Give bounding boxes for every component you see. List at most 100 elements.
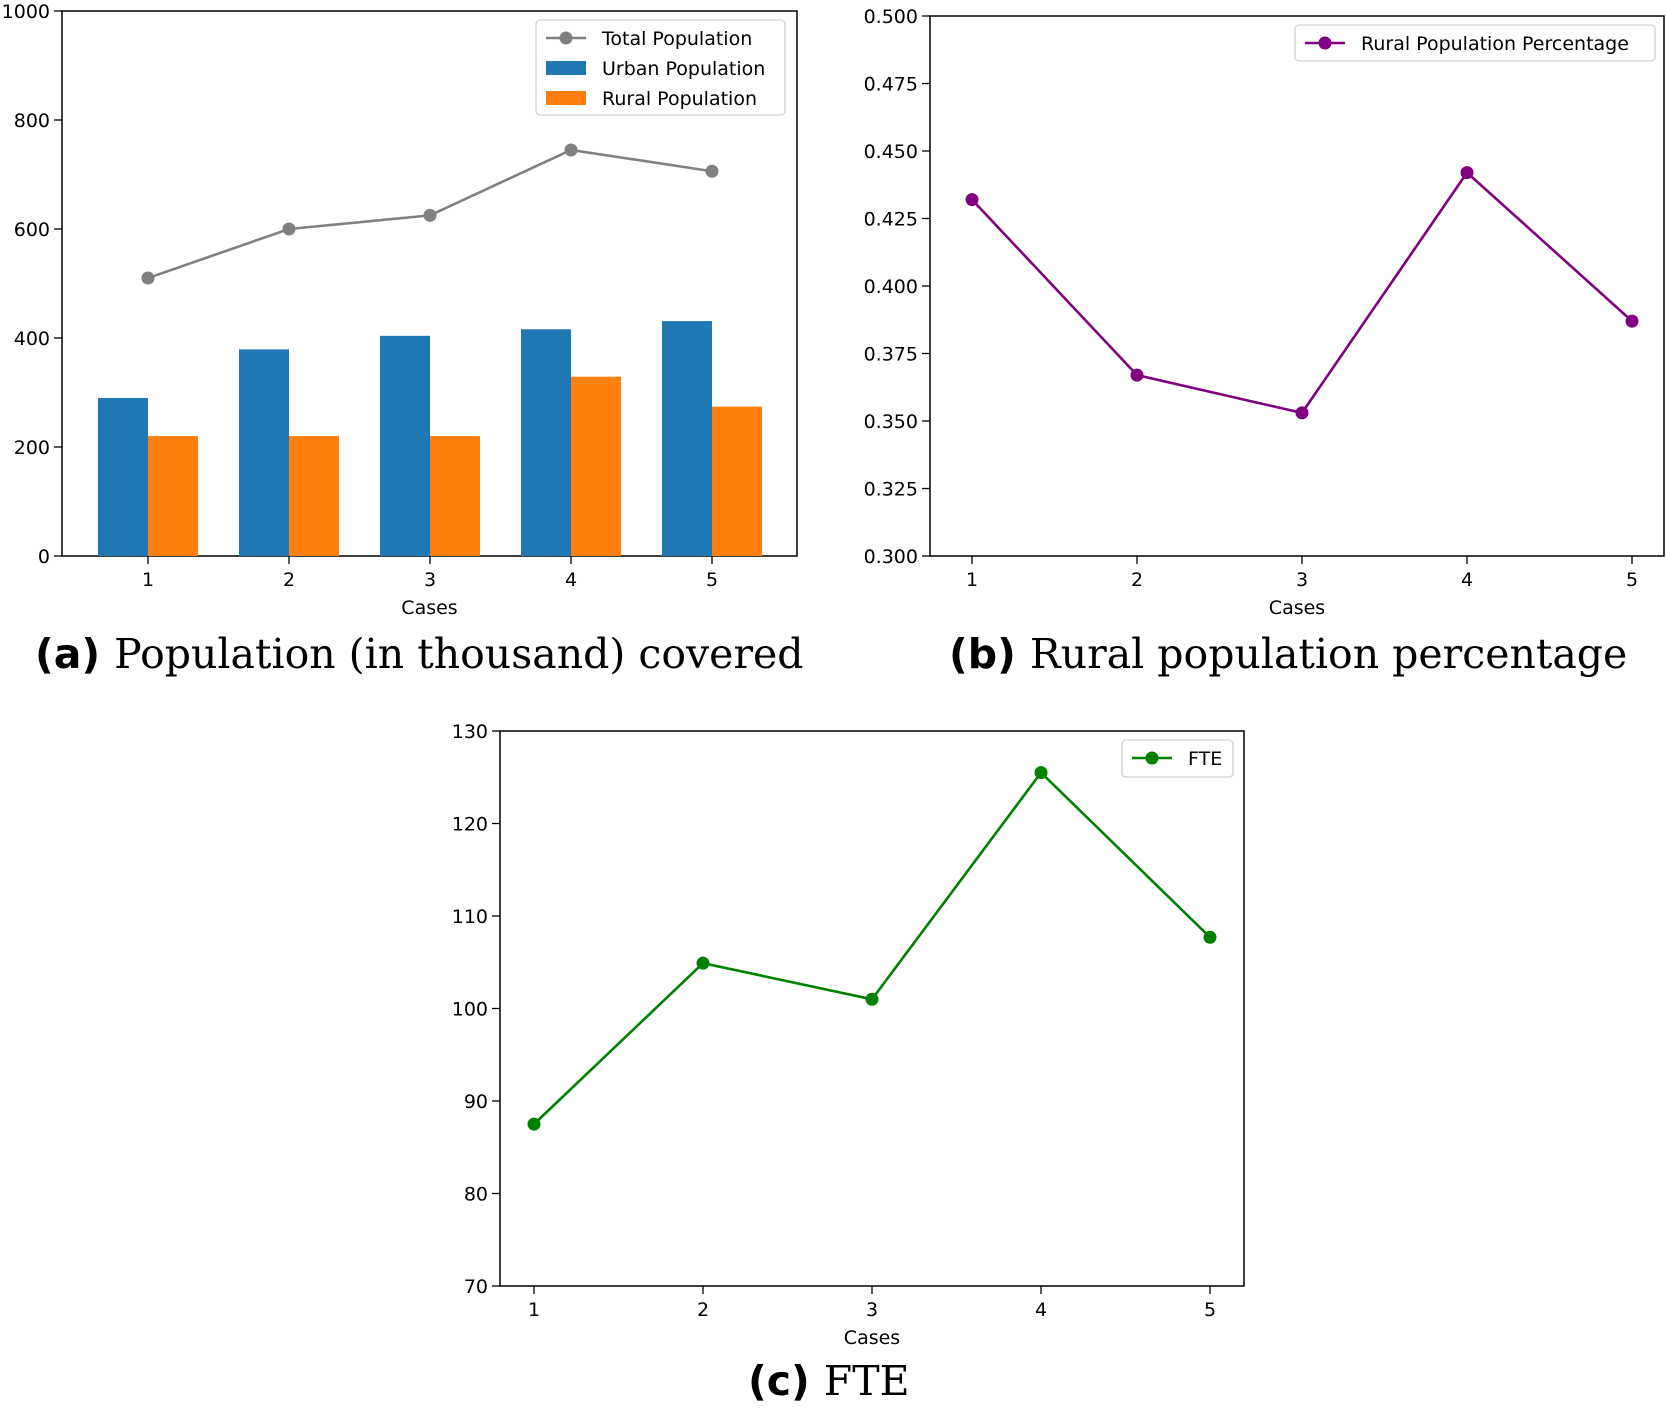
y-tick-label: 0.475 <box>864 74 918 96</box>
data-point <box>282 222 296 236</box>
y-tick-label: 600 <box>14 219 50 241</box>
data-point <box>527 1117 541 1131</box>
x-tick-label: 2 <box>697 1299 709 1321</box>
chart-1-legend: Total Population Urban Population Rural Po… <box>535 19 786 116</box>
y-tick-label: 110 <box>452 906 488 928</box>
data-point <box>705 164 719 178</box>
chart-2-marks <box>965 166 1639 420</box>
legend-label: Rural Population <box>602 88 757 110</box>
bar-rural-population <box>571 376 621 556</box>
x-tick-label: 5 <box>1204 1299 1216 1321</box>
y-tick-label: 0 <box>38 546 50 568</box>
legend-swatch <box>546 91 586 105</box>
x-tick-label: 1 <box>528 1299 540 1321</box>
caption-text: FTE <box>824 1357 910 1405</box>
x-tick-label: 1 <box>142 569 154 591</box>
y-tick-label: 130 <box>452 721 488 743</box>
legend-label: FTE <box>1188 748 1222 770</box>
y-tick-label: 0.300 <box>864 546 918 568</box>
x-tick-label: 4 <box>1461 569 1473 591</box>
legend-marker <box>1318 36 1332 50</box>
bar-urban-population <box>98 397 148 556</box>
caption: (c) FTE <box>748 1357 910 1405</box>
x-tick-label: 2 <box>1131 569 1143 591</box>
chart-3-axes: 70 80 90 100 110 120 130 1 2 3 4 5 Cases <box>452 721 1245 1349</box>
x-tick-label: 3 <box>1296 569 1308 591</box>
data-point <box>1625 314 1639 328</box>
caption: (b) Rural population percentage <box>949 630 1627 678</box>
data-point <box>1034 766 1048 780</box>
caption-tag: (b) <box>949 630 1016 678</box>
legend-label: Rural Population Percentage <box>1361 33 1629 55</box>
data-point <box>696 956 710 970</box>
series-line-rural-population-percentage <box>971 170 1633 415</box>
x-tick-label: 4 <box>1035 1299 1047 1321</box>
caption: (a) Population (in thousand) covered <box>35 630 804 678</box>
legend-marker <box>1145 751 1159 765</box>
chart-2-caption: (b) Rural population percentage <box>949 630 1627 678</box>
x-tick-label: 2 <box>283 569 295 591</box>
legend-marker <box>559 31 573 45</box>
bar-urban-population <box>239 349 289 556</box>
data-point <box>423 208 437 222</box>
y-tick-label: 200 <box>14 437 50 459</box>
x-tick-label: 4 <box>565 569 577 591</box>
caption-tag: (c) <box>748 1357 810 1405</box>
y-tick-label: 90 <box>464 1091 488 1113</box>
y-tick-label: 80 <box>464 1184 488 1206</box>
data-point <box>1295 406 1309 420</box>
y-tick-label: 0.400 <box>864 276 918 298</box>
x-tick-label: 3 <box>866 1299 878 1321</box>
bar-rural-population <box>148 436 198 556</box>
data-point <box>1460 166 1474 180</box>
y-tick-label: 70 <box>464 1276 488 1298</box>
caption-text: Population (in thousand) covered <box>114 630 803 678</box>
y-tick-label: 0.325 <box>864 479 918 501</box>
y-tick-label: 120 <box>452 814 488 836</box>
y-tick-label: 800 <box>14 110 50 132</box>
data-point <box>1203 930 1217 944</box>
chart-3-caption: (c) FTE <box>748 1357 910 1405</box>
chart-3-marks <box>527 766 1217 1131</box>
bar-urban-population <box>380 335 430 556</box>
y-tick-label: 100 <box>452 999 488 1021</box>
legend-label: Urban Population <box>602 58 765 80</box>
legend-label: Total Population <box>601 28 752 50</box>
x-tick-label: 5 <box>706 569 718 591</box>
y-tick-label: 0.375 <box>864 344 918 366</box>
chart-2-legend: Rural Population Percentage <box>1294 24 1656 62</box>
bar-rural-population <box>712 406 762 556</box>
data-point <box>141 271 155 285</box>
legend-box <box>1121 739 1234 778</box>
x-tick-label: 1 <box>966 569 978 591</box>
data-point <box>564 143 578 157</box>
y-tick-label: 400 <box>14 328 50 350</box>
y-tick-label: 0.450 <box>864 141 918 163</box>
bar-rural-population <box>430 436 480 556</box>
chart-3-legend: FTE <box>1121 739 1234 778</box>
series-line-fte <box>533 770 1211 1126</box>
legend-swatch <box>546 61 586 75</box>
x-axis-label: Cases <box>1269 597 1325 619</box>
caption-tag: (a) <box>35 630 100 678</box>
y-tick-label: 0.500 <box>864 6 918 28</box>
x-axis-label: Cases <box>844 1327 900 1349</box>
data-point <box>1130 368 1144 382</box>
chart-2-axes: 0.300 0.325 0.350 0.375 0.400 0.425 0.450 0.475… <box>864 6 1665 619</box>
data-point <box>965 193 979 207</box>
bar-urban-population <box>521 329 571 556</box>
data-point <box>865 992 879 1006</box>
caption-text: Rural population percentage <box>1030 630 1627 678</box>
legend-box <box>535 19 786 116</box>
x-tick-label: 3 <box>424 569 436 591</box>
y-tick-label: 1000 <box>2 1 50 23</box>
chart-1-caption: (a) Population (in thousand) covered <box>35 630 804 678</box>
plot-frame <box>499 730 1245 1287</box>
bar-urban-population <box>662 321 712 556</box>
x-axis-label: Cases <box>401 597 457 619</box>
legend-box <box>1294 24 1656 62</box>
y-tick-label: 0.425 <box>864 209 918 231</box>
y-tick-label: 0.350 <box>864 411 918 433</box>
bar-rural-population <box>289 436 339 556</box>
